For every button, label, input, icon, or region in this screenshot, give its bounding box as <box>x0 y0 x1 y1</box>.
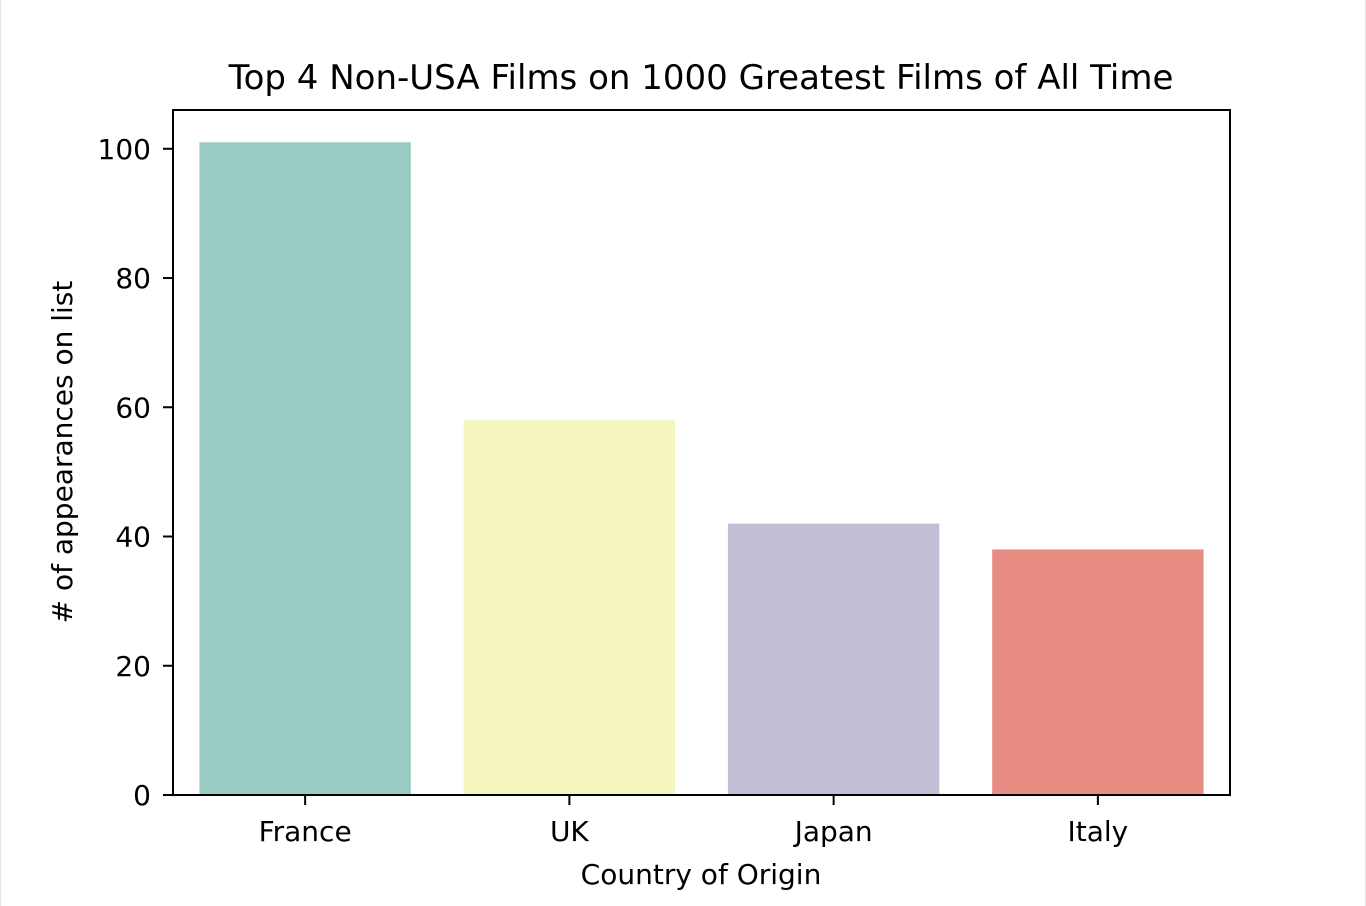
y-tick-label: 40 <box>115 521 151 554</box>
x-axis-ticks: France UK Japan Italy <box>259 795 1129 848</box>
chart-title: Top 4 Non-USA Films on 1000 Greatest Fil… <box>228 58 1174 98</box>
y-tick-label: 0 <box>133 779 151 812</box>
y-tick-label: 20 <box>115 650 151 683</box>
bars-group <box>199 142 1204 795</box>
bar-uk <box>463 420 676 795</box>
plot-frame <box>172 109 1231 796</box>
x-tick-label: Japan <box>793 815 873 848</box>
x-axis-label: Country of Origin <box>581 858 822 891</box>
x-tick-label: France <box>259 815 352 848</box>
y-axis-label: # of appearances on list <box>46 281 79 624</box>
y-tick-label: 60 <box>115 391 151 424</box>
y-tick-label: 80 <box>115 262 151 295</box>
y-tick-label: 100 <box>98 133 151 166</box>
x-tick-label: UK <box>550 815 589 848</box>
bar-japan <box>727 523 940 795</box>
bar-italy <box>992 549 1204 795</box>
x-tick-label: Italy <box>1068 815 1129 848</box>
bar-france <box>199 142 411 795</box>
y-axis-ticks: 0 20 40 60 80 100 <box>98 133 173 812</box>
